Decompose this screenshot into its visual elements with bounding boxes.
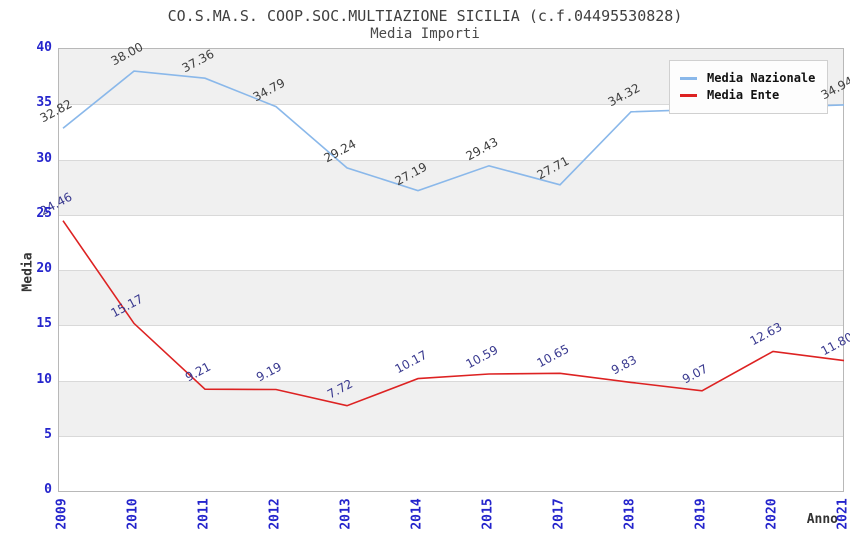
x-axis-tick-label: 2021 [835,498,850,530]
gridline [59,435,843,437]
legend-item: Media Ente [680,88,815,102]
x-axis-tick-label: 2020 [764,498,780,530]
gridline [59,380,843,382]
plot-band [59,159,843,215]
x-axis-tick-label: 2011 [196,498,212,530]
legend-line-swatch-icon [680,93,697,97]
gridline [59,104,843,106]
series-lines [62,70,845,407]
y-axis-tick-label: 25 [36,205,52,221]
plot-band [59,380,843,436]
y-axis-tick-label: 20 [36,261,52,276]
plot-area: Media Nazionale Media Ente [58,48,845,492]
plot-band [59,270,843,326]
gridline [59,270,843,271]
legend: Media Nazionale Media Ente [669,60,829,114]
y-axis-tick-label: 40 [36,40,52,55]
x-axis-tick-label: 2018 [622,498,638,530]
x-axis-tick-label: 2013 [338,498,354,530]
y-axis-tick-label: 15 [36,316,52,332]
chart-subtitle: Media Importi [370,26,480,42]
legend-item: Media Nazionale [680,71,815,85]
gridline [59,325,843,327]
legend-line-swatch-icon [680,76,697,80]
legend-item-label: Media Ente [707,88,780,102]
y-axis-tick-label: 30 [36,150,52,166]
x-axis-tick-label: 2017 [551,498,567,530]
legend-item-label: Media Nazionale [707,71,816,85]
x-axis-tick-label: 2014 [409,498,425,530]
x-axis-tick-label: 2010 [125,498,141,530]
gridline [59,159,843,161]
y-axis-tick-label: 0 [44,482,52,497]
x-axis-tick-label: 2019 [693,498,709,530]
x-axis-tick-label: 2009 [54,498,70,530]
series-line-media-ente [62,220,845,407]
x-axis-tick-label: 2012 [267,498,283,530]
y-axis-tick-label: 35 [36,95,52,111]
y-axis-tick-label: 5 [44,426,52,442]
gridline [59,214,843,216]
y-axis-tick-label: 10 [36,371,52,387]
chart-title: CO.S.MA.S. COOP.SOC.MULTIAZIONE SICILIA … [167,7,683,25]
x-axis-tick-label: 2015 [480,498,496,530]
x-axis-title: Anno [806,512,838,527]
